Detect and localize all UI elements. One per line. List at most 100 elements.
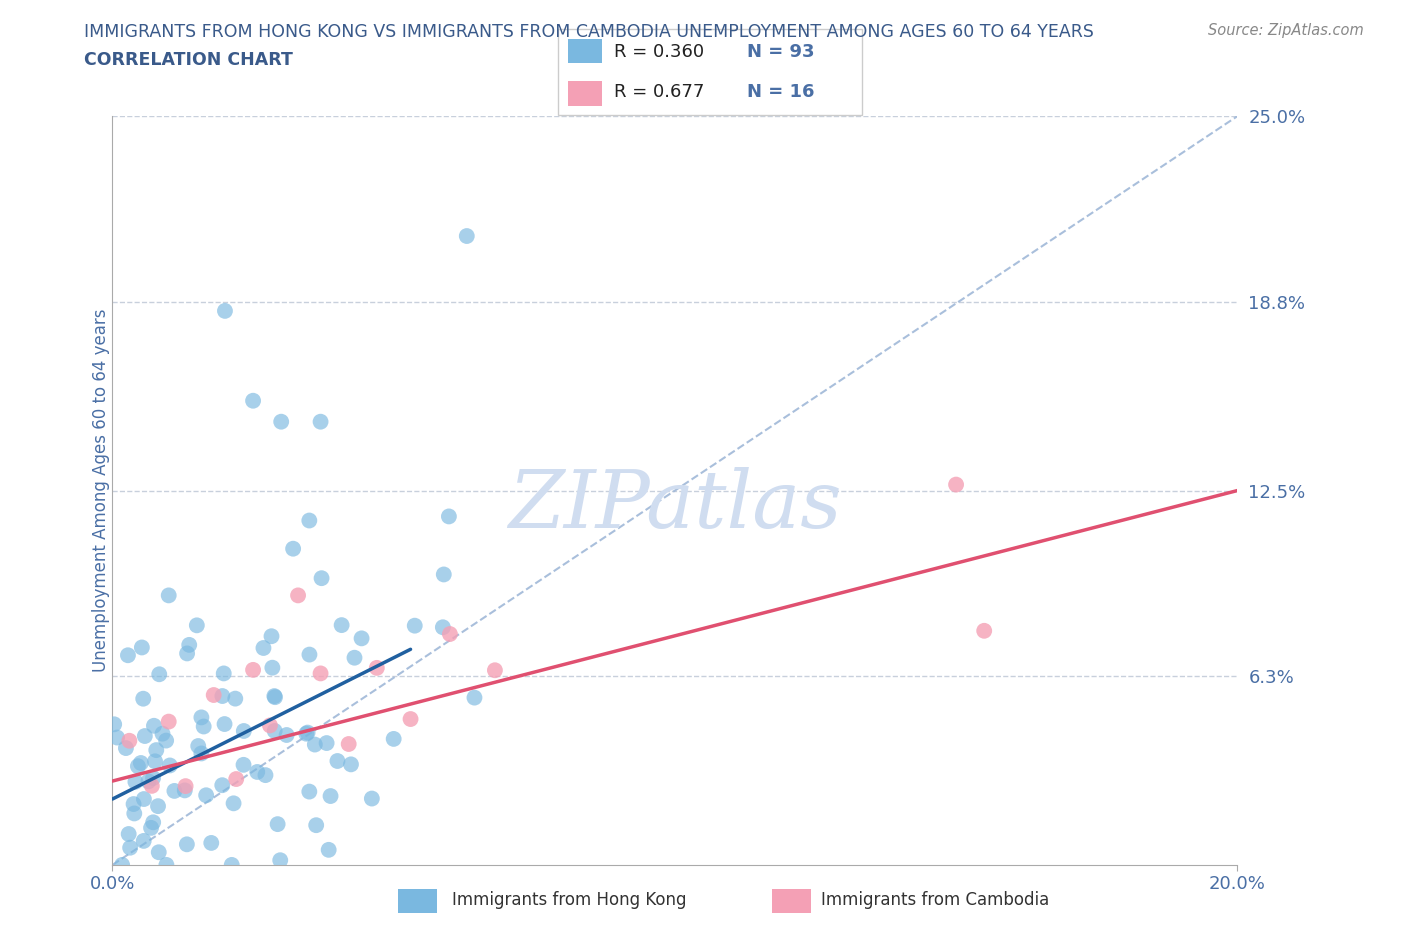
Point — [146, 799, 169, 814]
Point — [157, 588, 180, 603]
Point — [173, 783, 195, 798]
Point — [186, 618, 208, 632]
Point — [221, 857, 243, 872]
Point — [157, 714, 180, 729]
Point — [120, 841, 142, 856]
Point — [224, 691, 246, 706]
Point — [311, 571, 333, 586]
Point — [318, 843, 340, 857]
Point — [297, 725, 319, 740]
Point — [103, 717, 125, 732]
Point — [439, 627, 461, 642]
Point — [232, 757, 254, 772]
Point — [340, 757, 363, 772]
Text: N = 93: N = 93 — [747, 43, 814, 60]
Point — [152, 726, 174, 741]
Point — [105, 730, 128, 745]
Point — [134, 728, 156, 743]
Point — [214, 303, 236, 318]
Point — [214, 717, 236, 732]
Point — [343, 650, 366, 665]
Point — [269, 853, 291, 868]
Point — [124, 806, 146, 821]
Point — [148, 667, 170, 682]
Text: R = 0.360: R = 0.360 — [614, 43, 704, 60]
Point — [202, 687, 225, 702]
Point — [484, 663, 506, 678]
Point — [259, 718, 281, 733]
Point — [350, 631, 373, 645]
Point — [118, 827, 141, 842]
Point — [326, 753, 349, 768]
Point — [193, 719, 215, 734]
Point — [298, 784, 321, 799]
Point — [432, 619, 454, 634]
Point — [118, 734, 141, 749]
Point — [433, 567, 456, 582]
Point — [242, 662, 264, 677]
Point — [263, 688, 285, 703]
Point — [304, 737, 326, 752]
Point — [225, 772, 247, 787]
Point — [309, 414, 332, 429]
Bar — [568, 81, 602, 106]
Point — [138, 774, 160, 789]
Point — [132, 691, 155, 706]
Point — [252, 641, 274, 656]
Point — [212, 666, 235, 681]
Point — [132, 833, 155, 848]
Point — [145, 743, 167, 758]
Text: Immigrants from Cambodia: Immigrants from Cambodia — [821, 891, 1049, 910]
Point — [132, 791, 155, 806]
Point — [143, 754, 166, 769]
Point — [190, 746, 212, 761]
Point — [122, 797, 145, 812]
Point — [141, 778, 163, 793]
Point — [315, 736, 337, 751]
Point — [404, 618, 426, 633]
Point — [298, 513, 321, 528]
Text: R = 0.677: R = 0.677 — [614, 84, 704, 101]
Point — [211, 777, 233, 792]
Bar — [568, 38, 602, 63]
Point — [382, 732, 405, 747]
Point — [187, 738, 209, 753]
Point — [262, 660, 284, 675]
Text: CORRELATION CHART: CORRELATION CHART — [84, 51, 294, 69]
Point — [463, 690, 485, 705]
Point — [111, 857, 134, 872]
Point — [131, 640, 153, 655]
Point — [232, 724, 254, 738]
Point — [295, 726, 318, 741]
Point — [174, 778, 197, 793]
Point — [270, 414, 292, 429]
Point — [148, 844, 170, 859]
Point — [159, 758, 181, 773]
Point — [176, 837, 198, 852]
Text: N = 16: N = 16 — [747, 84, 814, 101]
Point — [254, 767, 277, 782]
Point — [155, 857, 177, 872]
Point — [399, 711, 422, 726]
FancyBboxPatch shape — [558, 29, 862, 115]
Point — [222, 796, 245, 811]
Point — [139, 820, 162, 835]
Point — [264, 690, 287, 705]
Bar — [398, 889, 437, 913]
Point — [211, 688, 233, 703]
Point — [155, 733, 177, 748]
Point — [281, 541, 304, 556]
Point — [163, 783, 186, 798]
Point — [200, 835, 222, 850]
Text: IMMIGRANTS FROM HONG KONG VS IMMIGRANTS FROM CAMBODIA UNEMPLOYMENT AMONG AGES 60: IMMIGRANTS FROM HONG KONG VS IMMIGRANTS … — [84, 23, 1094, 41]
Point — [142, 815, 165, 830]
Point — [266, 817, 288, 831]
Point — [287, 588, 309, 603]
Point — [366, 660, 388, 675]
Point — [246, 764, 269, 779]
Point — [263, 724, 285, 738]
Point — [242, 393, 264, 408]
Point — [142, 771, 165, 786]
Point — [176, 646, 198, 661]
Point — [330, 618, 353, 632]
